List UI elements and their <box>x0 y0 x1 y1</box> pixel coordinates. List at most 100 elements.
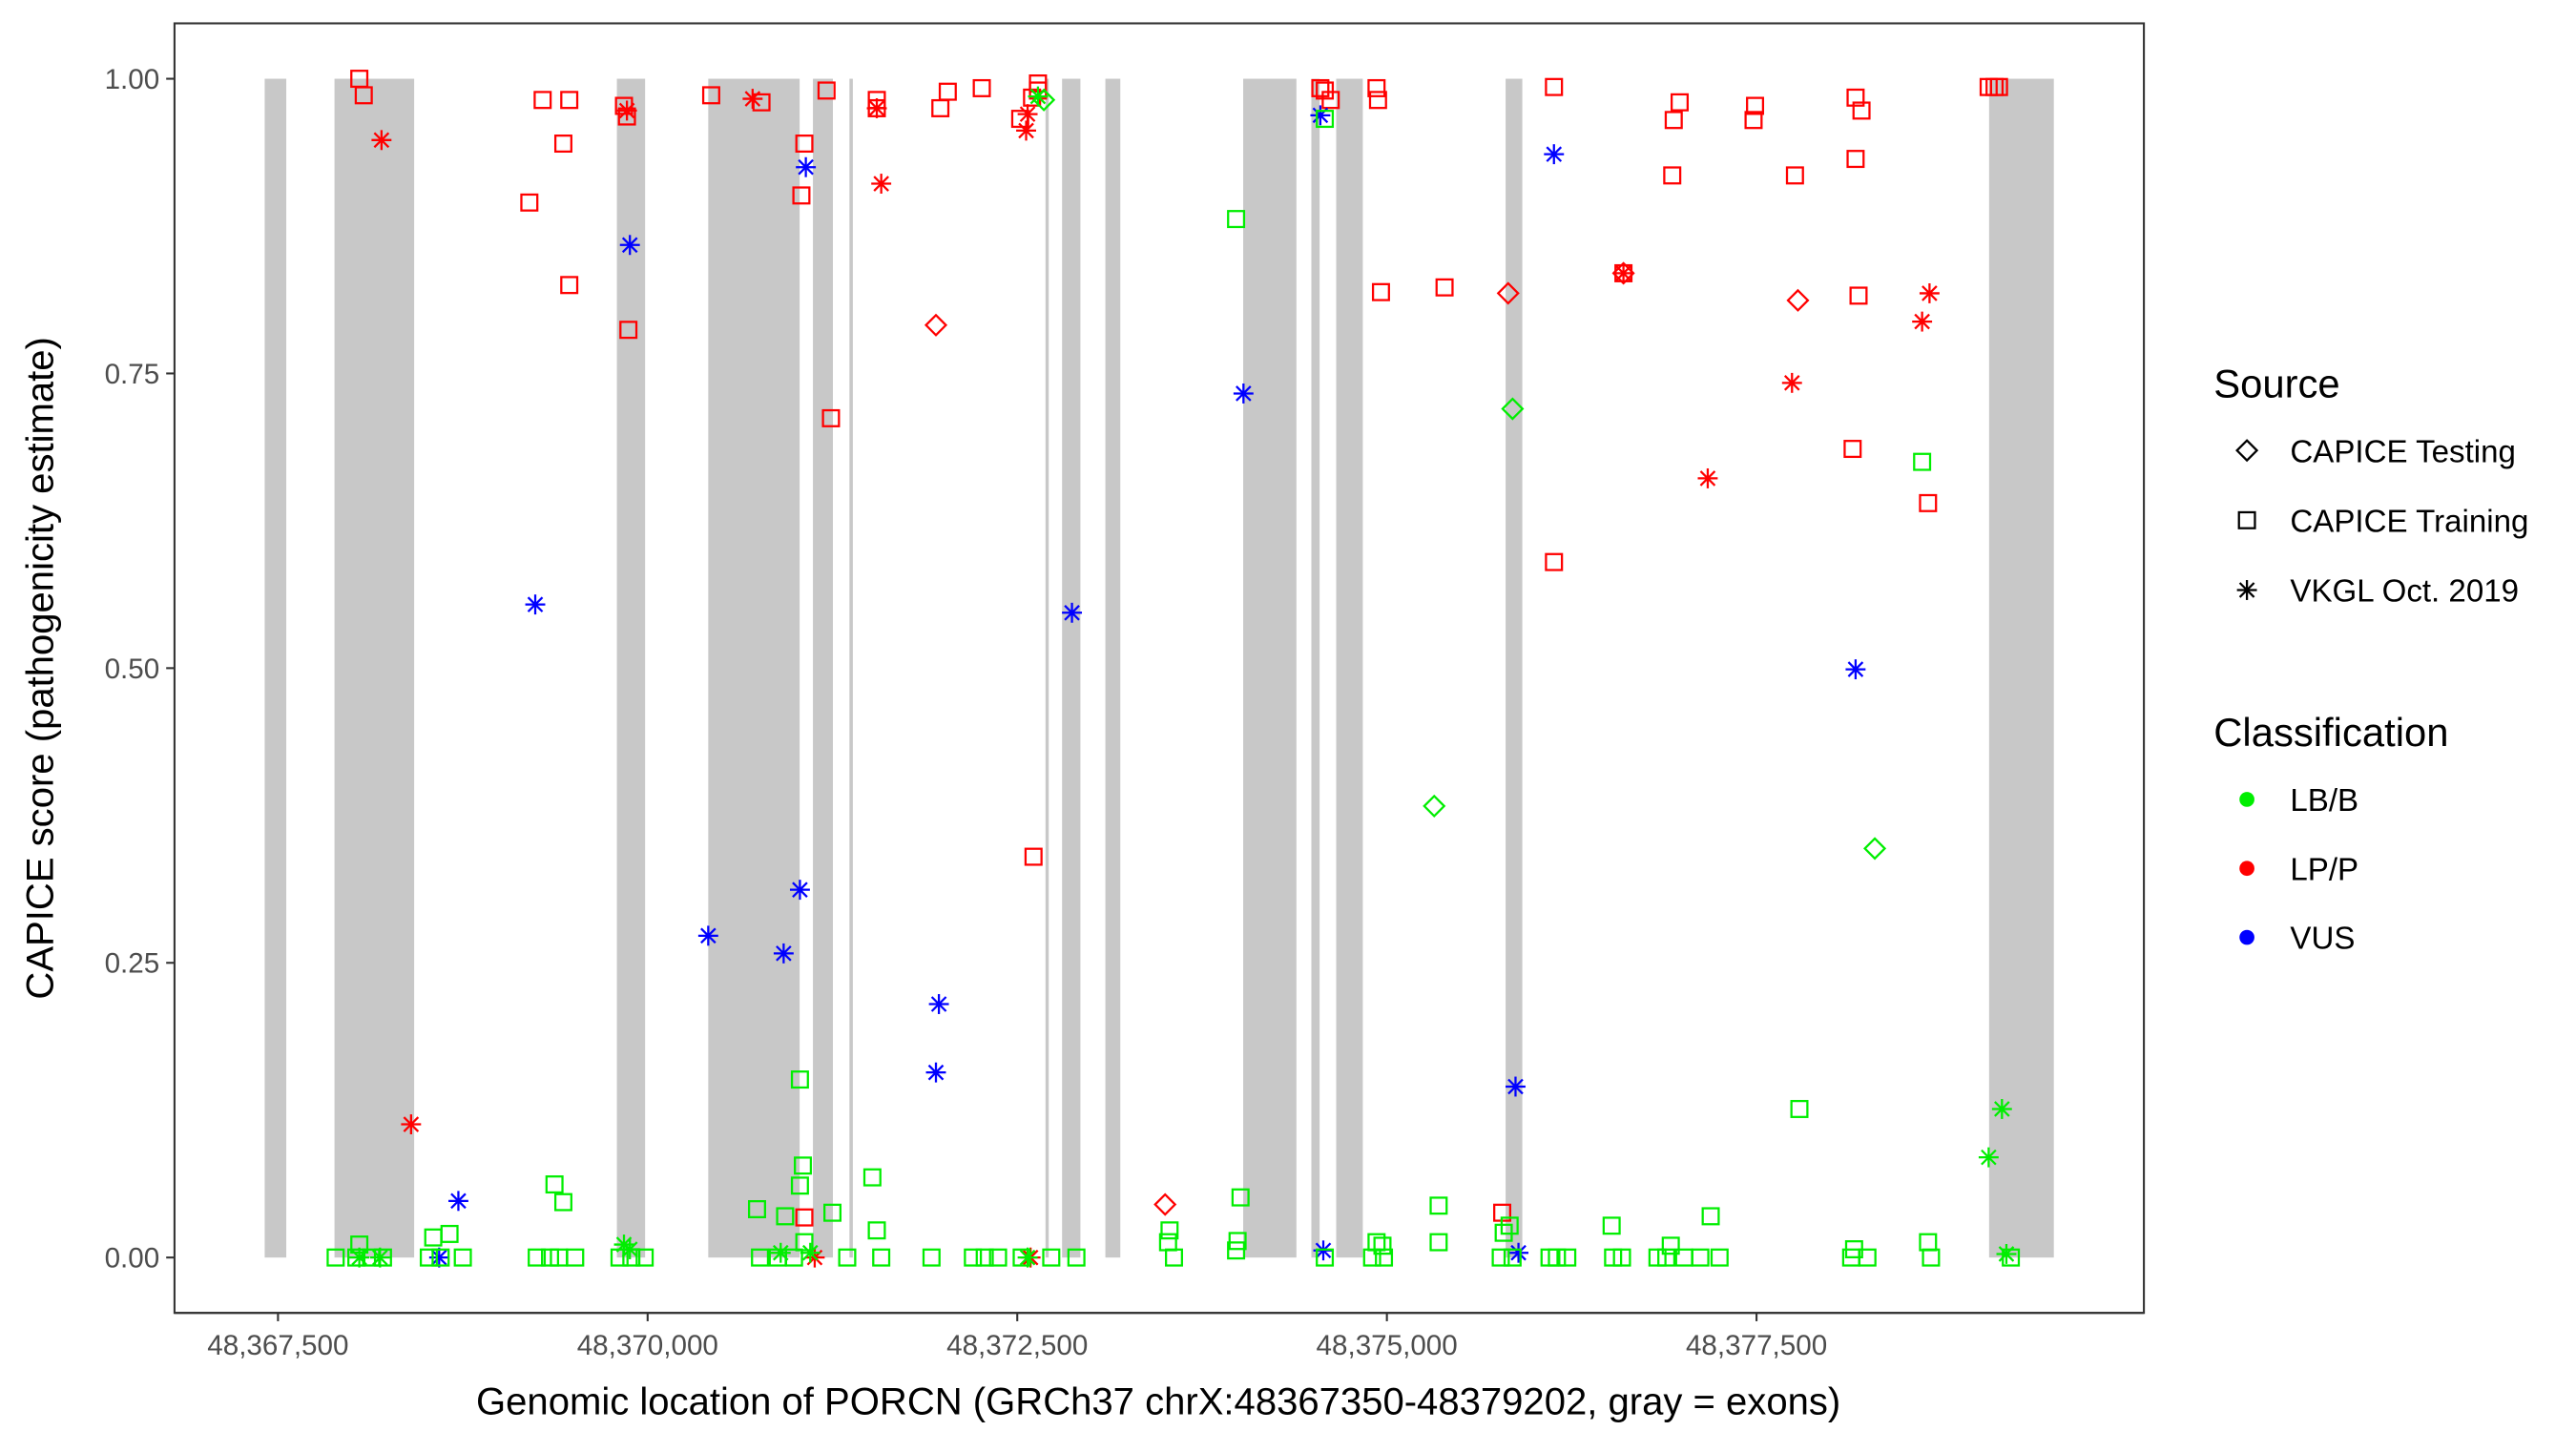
data-point <box>1912 311 1933 332</box>
data-point <box>1506 1076 1526 1097</box>
data-point <box>1435 278 1454 297</box>
data-point <box>1661 1236 1680 1255</box>
data-point <box>525 594 546 615</box>
data-point <box>1790 1099 1809 1118</box>
data-point <box>1701 1207 1720 1226</box>
x-tick-label: 48,377,500 <box>1686 1330 1827 1361</box>
data-point <box>1423 794 1446 818</box>
legend-classification-label: VUS <box>2290 922 2355 957</box>
data-point <box>566 1248 585 1267</box>
legend-diamond-icon <box>2235 439 2259 463</box>
data-point <box>560 276 579 295</box>
data-point <box>838 1248 857 1267</box>
data-point <box>635 1248 654 1267</box>
data-point <box>1160 1221 1179 1240</box>
data-point <box>800 1242 821 1263</box>
exon-band <box>1988 78 2054 1258</box>
exon-band <box>1336 78 1363 1258</box>
data-point <box>1228 1232 1247 1251</box>
data-point <box>401 1114 422 1134</box>
legend-dot-icon <box>2239 861 2254 877</box>
legend-source-label: CAPICE Training <box>2290 505 2528 540</box>
data-point <box>1913 452 1932 471</box>
data-point <box>975 1248 994 1267</box>
data-point <box>1858 1248 1877 1267</box>
data-point <box>1153 1192 1177 1216</box>
data-point <box>447 1191 468 1212</box>
data-point <box>1919 282 1940 303</box>
data-point <box>1491 1248 1510 1267</box>
data-point <box>964 1248 983 1267</box>
legend-source-title: Source <box>2213 361 2339 405</box>
legend-source-items: CAPICE Testing CAPICE Training VKGL Oct. 2… <box>2235 434 2528 610</box>
data-point <box>866 97 887 118</box>
data-point <box>821 408 841 427</box>
exon-band <box>1062 78 1081 1258</box>
exon-bands <box>264 78 2054 1258</box>
x-tick-label: 48,367,500 <box>207 1330 348 1361</box>
data-point <box>1670 93 1689 112</box>
data-point <box>533 91 552 110</box>
exon-band <box>1243 78 1297 1258</box>
y-axis-title: CAPICE score (pathogenicity estimate) <box>20 337 62 999</box>
data-point <box>1613 262 1634 283</box>
data-point <box>1612 1248 1631 1267</box>
data-point <box>1016 120 1036 141</box>
legend-classification-label: LB/B <box>2290 783 2358 819</box>
data-point <box>1845 659 1866 680</box>
data-point <box>1849 286 1868 305</box>
data-point <box>747 1199 766 1218</box>
legend-classification-items: LB/B LP/P VUS <box>2239 783 2358 957</box>
data-point <box>428 1247 449 1268</box>
plot-panel-border <box>173 22 2146 1315</box>
data-point <box>1316 1248 1335 1267</box>
data-point <box>1501 397 1525 421</box>
y-tick-label: 0.00 <box>105 1243 160 1275</box>
data-point <box>1042 1248 1061 1267</box>
exon-band <box>1045 78 1049 1258</box>
data-point <box>619 235 640 256</box>
exon-band <box>1311 78 1320 1258</box>
x-axis-title: Genomic location of PORCN (GRCh37 chrX:4… <box>476 1380 1840 1422</box>
x-tick-label: 48,372,500 <box>946 1330 1088 1361</box>
data-point <box>453 1248 472 1267</box>
x-tick-label: 48,375,000 <box>1317 1330 1458 1361</box>
data-point <box>528 1248 547 1267</box>
data-point <box>1362 1248 1381 1267</box>
data-point <box>424 1228 443 1247</box>
data-point <box>1165 1248 1183 1267</box>
data-point <box>1989 77 2008 96</box>
data-point <box>1548 1248 1567 1267</box>
legend-classification-title: Classification <box>2213 710 2448 755</box>
data-point <box>349 1247 370 1268</box>
data-point <box>795 135 814 154</box>
data-point <box>1558 1248 1577 1267</box>
data-point <box>924 313 948 337</box>
data-point <box>1233 384 1254 404</box>
data-point <box>553 1192 572 1212</box>
legend-classification-label: LP/P <box>2290 852 2358 887</box>
data-point <box>773 943 794 964</box>
data-point <box>1503 1248 1522 1267</box>
data-point <box>931 98 950 117</box>
data-point <box>701 86 720 105</box>
data-point <box>1996 1243 2017 1264</box>
data-point <box>1785 166 1804 185</box>
data-point <box>553 135 572 154</box>
data-point <box>1697 467 1718 488</box>
exon-band <box>616 78 646 1258</box>
data-point <box>1978 1147 1999 1168</box>
data-point <box>1846 150 1865 169</box>
data-point <box>1028 86 1049 107</box>
data-point <box>776 1207 795 1226</box>
data-point <box>1744 111 1763 130</box>
data-point <box>1371 282 1390 301</box>
data-point <box>795 1208 814 1227</box>
data-point <box>1746 96 1765 115</box>
data-point <box>616 100 637 121</box>
data-point <box>1321 91 1340 110</box>
data-point <box>1602 1216 1621 1235</box>
data-point <box>988 1248 1008 1267</box>
data-point <box>440 1224 459 1243</box>
